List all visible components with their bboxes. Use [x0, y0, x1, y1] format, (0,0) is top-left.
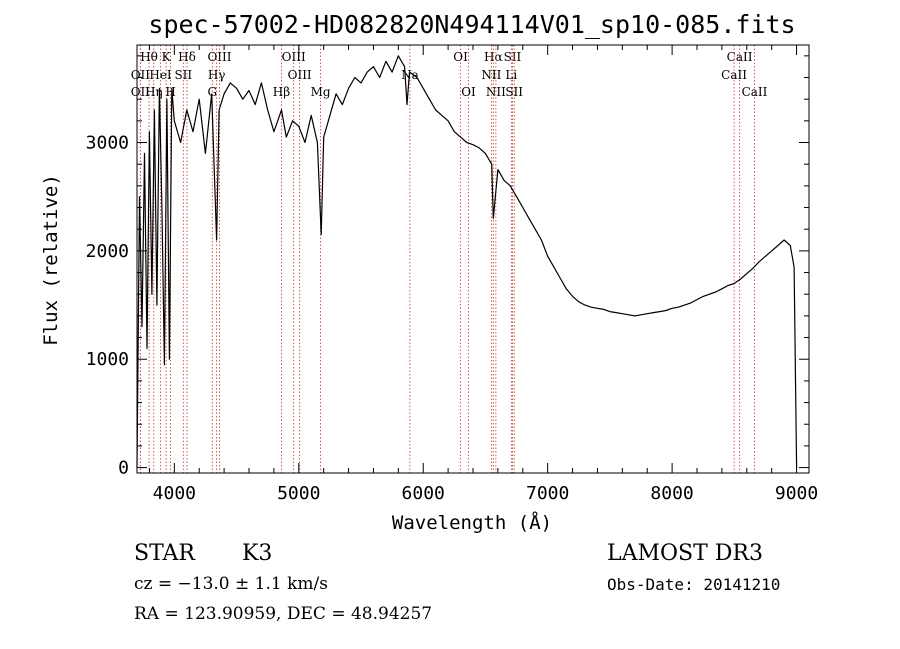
y-tick-label: 1000	[86, 349, 129, 370]
x-axis-label: Wavelength (Å)	[392, 511, 552, 534]
line-marker-label: Hγ	[208, 68, 226, 82]
flux-series-layer	[136, 55, 798, 468]
x-tick-label: 8000	[650, 483, 693, 504]
line-marker-label: CaII	[727, 50, 753, 64]
line-marker-label: OII	[131, 85, 151, 99]
redshift-info: cz = −13.0 ± 1.1 km/s	[134, 574, 328, 594]
spectral-subclass: K3	[242, 541, 273, 566]
y-axis: 0 1000 2000 3000	[86, 55, 809, 479]
x-tick-label: 4000	[153, 483, 196, 504]
line-marker-label: CaII	[721, 68, 747, 82]
line-marker-label: OIII	[282, 50, 306, 64]
x-tick-label: 9000	[775, 483, 818, 504]
line-marker-label: Hη	[145, 85, 163, 99]
line-marker-label: SII	[505, 85, 523, 99]
observation-date: Obs-Date: 20141210	[607, 575, 781, 594]
line-marker-label: Hθ	[140, 50, 158, 64]
line-marker-label: Mg	[311, 85, 331, 99]
line-marker-label: Hβ	[273, 85, 290, 99]
line-marker-label: Hδ	[178, 50, 196, 64]
x-axis: 4000 5000 6000 7000 8000 9000	[148, 45, 818, 504]
coordinates-info: RA = 123.90959, DEC = 48.94257	[134, 604, 433, 624]
plot-frame	[136, 44, 810, 474]
line-marker-label: CaII	[742, 85, 768, 99]
line-marker-label: OIII	[288, 68, 312, 82]
x-tick-label: 5000	[277, 483, 320, 504]
y-tick-label: 3000	[86, 133, 129, 154]
line-marker-label: Na	[401, 68, 419, 82]
line-marker-label: NII	[481, 68, 501, 82]
object-class: STAR	[134, 541, 195, 566]
y-tick-label: 2000	[86, 241, 129, 262]
chart-title: spec-57002-HD082820N494114V01_sp10-085.f…	[148, 10, 795, 39]
line-marker-label: Li	[505, 68, 517, 82]
line-marker-label: HeI	[149, 68, 172, 82]
y-tick-label: 0	[118, 458, 129, 479]
line-marker-label: Hα	[484, 50, 503, 64]
flux-line-flux	[136, 55, 798, 468]
x-tick-label: 6000	[402, 483, 445, 504]
line-marker-label: K	[162, 50, 172, 64]
line-marker-label: OI	[453, 50, 468, 64]
line-marker-label: SII	[174, 68, 192, 82]
spectral-line-markers: Hθ OII OII K HeI Hη Hδ SII H OIII Hγ G OIII OIII Hβ Mg N…	[131, 45, 768, 473]
line-marker-label: G	[207, 85, 217, 99]
line-marker-label: OIII	[207, 50, 231, 64]
y-axis-label: Flux (relative)	[40, 174, 62, 346]
survey-name: LAMOST DR3	[607, 541, 763, 566]
x-tick-label: 7000	[526, 483, 569, 504]
line-marker-label: SII	[504, 50, 522, 64]
line-marker-label: OI	[461, 85, 476, 99]
line-marker-label: NII	[486, 85, 506, 99]
line-marker-label: OII	[131, 68, 151, 82]
line-marker-label: H	[165, 85, 175, 99]
